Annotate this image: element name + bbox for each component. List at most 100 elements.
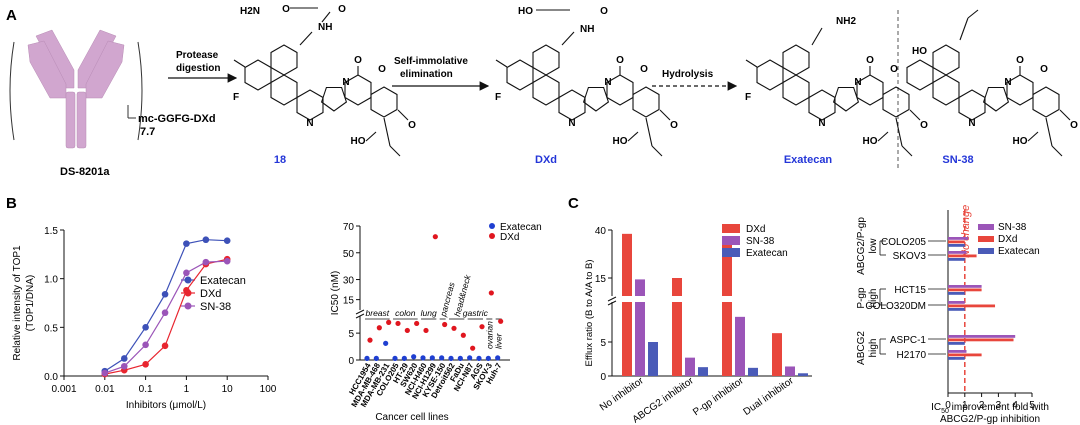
- legend-swatch: [978, 224, 994, 230]
- data-point: [448, 355, 454, 361]
- data-point: [364, 355, 370, 361]
- row-label: SKOV3: [893, 251, 927, 262]
- x-tick-label: 3: [996, 400, 1002, 411]
- step3-label: Hydrolysis: [662, 69, 714, 80]
- compound-label: DXd: [535, 154, 557, 166]
- atom-o: O: [1016, 55, 1024, 66]
- bond-oh: [627, 131, 639, 142]
- x-tick-label: 0.1: [139, 384, 153, 395]
- ring-e: [832, 86, 860, 112]
- bond-amide: [321, 11, 331, 23]
- compound-label: Exatecan: [784, 154, 833, 166]
- bar: [948, 254, 977, 258]
- legend-marker: [489, 223, 495, 229]
- atom-n: N: [818, 118, 825, 129]
- legend-swatch: [722, 236, 740, 245]
- atom-n: N: [604, 77, 611, 88]
- ring-f: [344, 74, 372, 106]
- panel-b-letter: B: [6, 195, 17, 212]
- bond-methyl: [233, 59, 246, 68]
- ring-f: [856, 74, 884, 106]
- group-label: ABCG2: [856, 331, 867, 365]
- legend-label: DXd: [500, 232, 519, 243]
- bond-oh: [1027, 131, 1039, 142]
- bar: [772, 333, 782, 376]
- data-point: [120, 362, 128, 370]
- bar: [672, 302, 682, 376]
- step1-line2: digestion: [176, 63, 220, 74]
- atom-o: O: [600, 6, 608, 17]
- atom-n: N: [854, 77, 861, 88]
- ring-a: [244, 59, 272, 91]
- legend-marker: [489, 233, 495, 239]
- atom-ho: HO: [351, 136, 366, 147]
- atom-n: N: [968, 118, 975, 129]
- step2-line2: elimination: [400, 69, 453, 80]
- data-point: [479, 324, 485, 330]
- data-point: [142, 341, 149, 349]
- panel-c-letter: C: [568, 195, 579, 212]
- x-tick-label: 1: [962, 400, 968, 411]
- no-change-label: No change: [960, 205, 972, 258]
- data-point: [404, 327, 410, 334]
- atom-nh2: NH2: [836, 16, 856, 27]
- bond-lactone: [397, 109, 409, 121]
- group-label: ABCG2/P-gp: [856, 217, 867, 275]
- legend-label: DXd: [998, 234, 1017, 245]
- axis-break-mark: [607, 296, 617, 302]
- legend-label: DXd: [746, 224, 765, 235]
- x-axis-label: IC50 improvement fold with: [931, 402, 1049, 415]
- axis-break-mark: [607, 300, 617, 306]
- ring-c: [532, 74, 560, 106]
- x-tick-label: 2: [979, 400, 985, 411]
- row-label: HCT15: [894, 285, 926, 296]
- ring-d: [808, 89, 836, 121]
- y-axis-label: (TOP1/DNA): [25, 275, 36, 332]
- data-point: [476, 355, 482, 361]
- atom-ho: HO: [518, 6, 533, 17]
- axis-break-mark: [355, 313, 365, 319]
- y-tick-label: 5: [600, 338, 606, 349]
- data-point: [429, 355, 435, 361]
- ring-e: [582, 86, 610, 112]
- bar: [635, 302, 645, 376]
- x-axis-label: ABCG2/P-gp inhibition: [940, 414, 1040, 425]
- data-point: [460, 332, 466, 338]
- ring-b: [932, 44, 960, 76]
- bond-ethyl: [645, 117, 653, 147]
- tissue-label: breast: [366, 308, 390, 318]
- data-point: [467, 355, 473, 361]
- data-point: [451, 325, 457, 331]
- ring-a: [906, 59, 934, 91]
- data-point: [161, 309, 169, 317]
- x-tick-label: 4: [1012, 400, 1018, 411]
- atom-n: N: [306, 118, 313, 129]
- panel-a-letter: A: [6, 7, 17, 24]
- legend-label: DXd: [200, 288, 221, 300]
- x-tick-label: 1: [184, 384, 190, 395]
- atom-o: O: [866, 55, 874, 66]
- legend-label: SN-38: [998, 222, 1027, 233]
- legend-label: SN-38: [200, 301, 231, 313]
- ring-d: [296, 89, 324, 121]
- bar: [722, 241, 732, 296]
- atom-o: O: [640, 64, 648, 75]
- data-point: [411, 354, 417, 360]
- bar: [948, 338, 1014, 342]
- data-point: [495, 355, 501, 361]
- ring-b: [532, 44, 560, 76]
- ring-g: [882, 86, 910, 118]
- data-point: [383, 340, 389, 346]
- bar: [722, 302, 732, 376]
- bar: [948, 342, 965, 345]
- ring-c: [932, 74, 960, 106]
- data-point: [439, 355, 445, 361]
- bond-oh: [877, 131, 889, 142]
- y-tick-label: 40: [595, 226, 607, 237]
- data-point: [414, 320, 420, 327]
- ring-g: [1032, 86, 1060, 118]
- category-label: P-gp inhibitor: [691, 375, 746, 418]
